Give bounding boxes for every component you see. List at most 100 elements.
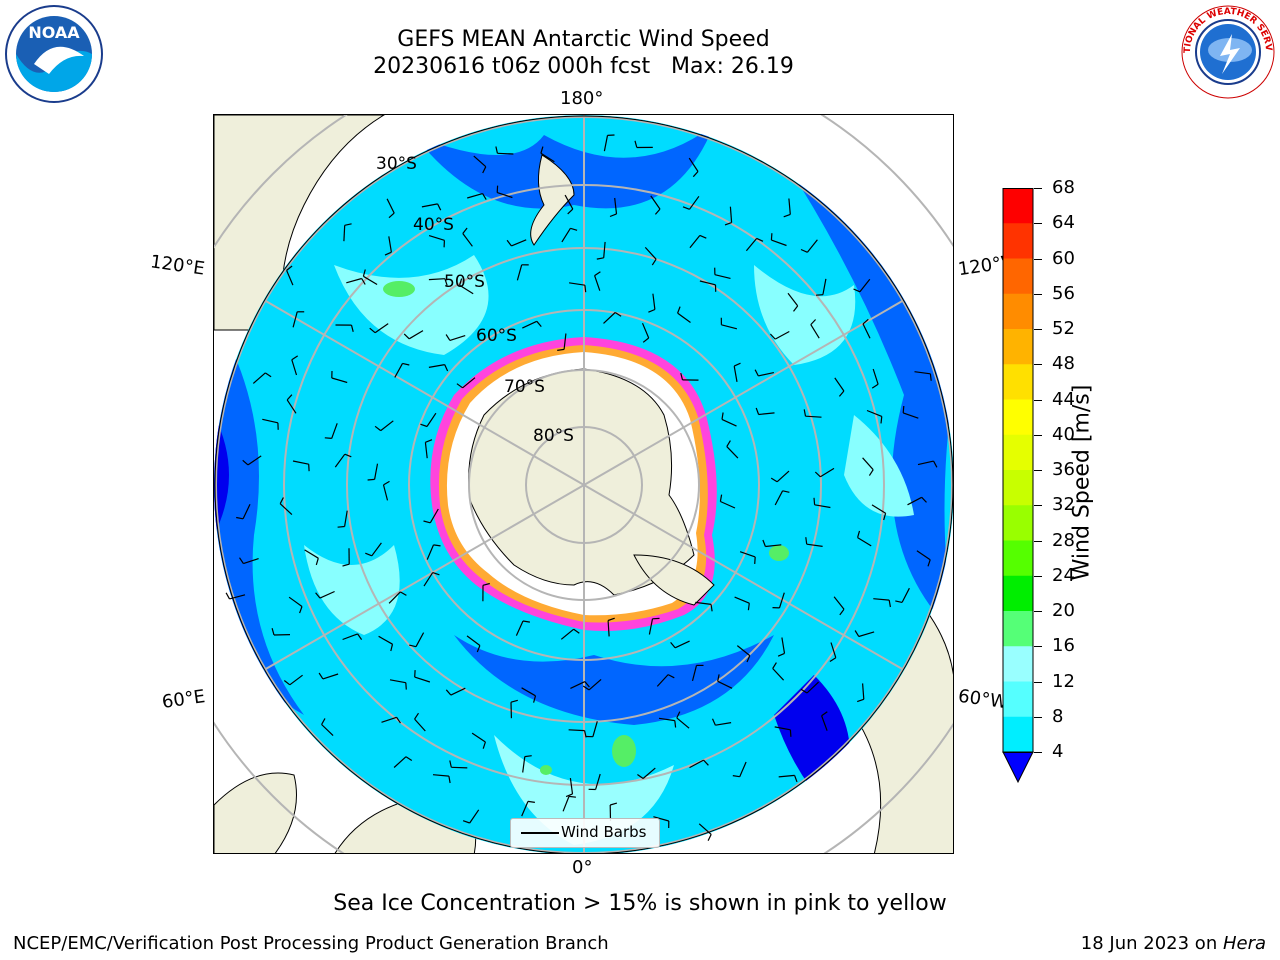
colorbar-segment [1003,646,1033,682]
colorbar-segment [1003,223,1033,259]
wind-barb-flag [437,203,442,211]
colorbar-tick-label: 20 [1052,600,1075,621]
wind-barb-flag [533,695,537,703]
wind-barb-flag [582,685,590,691]
wind-barb [594,275,601,291]
wind-barb [346,277,362,284]
colorbar-tick-mark [1034,540,1042,542]
wind-barb [331,377,348,384]
wind-barb-flag [482,193,487,200]
wind-barb [319,590,335,599]
wind-barb [903,412,919,419]
wind-barb [653,816,669,822]
wind-barb-flag [361,278,366,285]
wind-barb [739,761,747,777]
colorbar-segment [1003,329,1033,365]
wind-barb-flag [933,460,938,468]
wind-barb [814,504,831,509]
wind-barb [242,504,251,520]
wind-barb [820,467,835,478]
wind-barb-flag [770,477,778,483]
wind-barb-flag [815,294,823,296]
footer-host: Hera [1222,933,1266,954]
wind-barb-flag [782,490,790,493]
wind-barb-flag [584,730,587,738]
colorbar-tick-label: 48 [1052,353,1075,375]
colorbar-tick-mark [1034,434,1042,436]
wind-barb [343,225,346,242]
wind-barb [691,665,698,682]
wind-barb-flag [692,171,699,178]
wind-barb-flag [927,559,931,567]
wind-barb [408,330,424,340]
wind-barb [560,628,575,640]
wind-barb [916,550,931,561]
wind-barb [428,235,445,241]
wind-barb-flag [813,497,816,505]
wind-barb-flag [584,681,590,688]
wind-barb-flag [805,537,808,545]
wind-barb [569,778,574,794]
wind-barb-flag [403,333,410,340]
wind-barb-flag [374,425,382,432]
wind-barb [374,323,389,334]
wind-barb [641,322,650,339]
wind-barb-flag [570,227,578,231]
colorbar-tick-mark [1034,470,1042,471]
wind-barb-flag [821,711,828,717]
wind-barb [279,503,293,516]
wind-barb [772,668,785,681]
wind-barb [774,726,791,731]
wind-barb-flag [770,233,773,241]
wind-barb-flag [420,423,428,428]
footer-date-text: 18 Jun 2023 on [1080,933,1223,954]
wind-barb [648,618,654,635]
wind-barb [568,729,585,732]
wind-barb [871,504,886,514]
colorbar-tick-label: 68 [1052,177,1075,198]
wind-barb-flag [524,755,532,758]
wind-barb-flag [445,334,451,341]
wind-barb-flag [238,557,244,564]
wind-barb-flag [594,271,601,277]
wind-barb-flag [853,288,861,293]
nws-logo: NATIONAL WEATHER SERVICE [1180,4,1275,99]
wind-barb [380,420,394,432]
wind-barb [787,292,799,307]
wind-barb [467,193,483,199]
wind-barb [726,446,739,459]
lon-label-0: 0° [572,857,593,878]
wind-barb [497,152,514,155]
wind-barb [862,323,871,339]
wind-barb-flag [883,513,887,521]
wind-barb-flag [506,239,512,247]
wind-barb-flag [242,459,249,466]
wind-barb [363,275,378,286]
lon-label-60e: 60°E [160,686,207,713]
wind-barb [521,801,529,817]
colorbar-segment [1003,434,1033,471]
lon-label-120e: 120°E [148,251,206,280]
wind-barb [729,206,733,223]
wind-barb [720,500,736,509]
wind-barb [858,631,875,638]
wind-barb-flag [445,689,452,696]
wind-barb-flag [367,478,375,481]
wind-barb-flag [794,775,798,783]
wind-barb-flag [800,248,808,253]
wind-barb [243,558,259,565]
wind-barb-flag [651,258,657,266]
wind-barb [423,572,434,587]
wind-barb-flag [921,496,927,503]
wind-barb-flag [854,630,860,637]
land-africa [214,772,297,853]
colorbar-tick-label: 28 [1052,529,1075,551]
wind-barb [872,368,879,385]
colorbar-border [1002,188,1034,753]
wind-barb [603,135,609,152]
wind-barb [389,679,406,684]
wind-barb-flag [342,563,350,567]
wind-barb-flag [432,572,440,576]
wind-barb [810,324,820,339]
wind-barb-flag [400,591,407,596]
